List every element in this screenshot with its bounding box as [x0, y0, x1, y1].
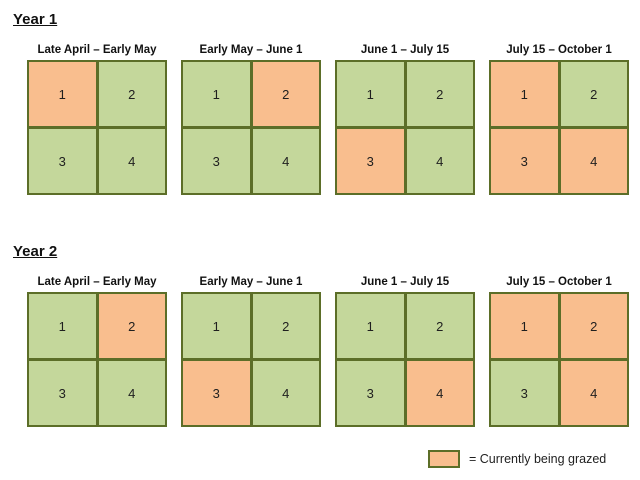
period-title: July 15 – October 1 — [506, 276, 612, 288]
paddock-cell: 2 — [406, 62, 473, 126]
year-1-section: Year 1 Late April – Early May 1 2 3 4 Ea… — [0, 10, 640, 195]
period-panel: July 15 – October 1 1 2 3 4 — [489, 275, 629, 427]
paddock-cell: 4 — [560, 361, 627, 425]
paddock-cell: 3 — [337, 361, 404, 425]
period-title: June 1 – July 15 — [360, 44, 450, 56]
paddock-cell: 2 — [98, 62, 165, 126]
paddock-cell: 4 — [406, 129, 473, 193]
period-title: July 15 – October 1 — [506, 44, 612, 56]
paddock-cell: 3 — [491, 129, 558, 193]
paddock-grid: 1 2 3 4 — [181, 292, 321, 427]
legend: = Currently being grazed — [428, 450, 606, 468]
paddock-cell: 4 — [406, 361, 473, 425]
period-panel: June 1 – July 15 1 2 3 4 — [335, 43, 475, 195]
period-panel: Late April – Early May 1 2 3 4 — [27, 43, 167, 195]
period-title: Late April – Early May — [37, 276, 157, 288]
paddock-cell: 1 — [491, 62, 558, 126]
year-1-heading: Year 1 — [13, 11, 58, 28]
paddock-cell: 2 — [406, 294, 473, 358]
paddock-cell: 3 — [491, 361, 558, 425]
year-2-section: Year 2 Late April – Early May 1 2 3 4 Ea… — [0, 242, 640, 427]
paddock-grid: 1 2 3 4 — [335, 60, 475, 195]
year-2-grids-row: Late April – Early May 1 2 3 4 Early May… — [27, 275, 640, 427]
paddock-grid: 1 2 3 4 — [489, 60, 629, 195]
period-title: Early May – June 1 — [199, 44, 303, 56]
paddock-cell: 3 — [337, 129, 404, 193]
paddock-cell: 1 — [29, 62, 96, 126]
paddock-cell: 3 — [183, 361, 250, 425]
legend-grazed-swatch — [428, 450, 460, 468]
period-panel: Early May – June 1 1 2 3 4 — [181, 43, 321, 195]
paddock-cell: 4 — [560, 129, 627, 193]
paddock-cell: 1 — [491, 294, 558, 358]
paddock-cell: 3 — [29, 129, 96, 193]
paddock-grid: 1 2 3 4 — [27, 292, 167, 427]
period-panel: Late April – Early May 1 2 3 4 — [27, 275, 167, 427]
paddock-grid: 1 2 3 4 — [489, 292, 629, 427]
paddock-cell: 3 — [29, 361, 96, 425]
paddock-cell: 4 — [98, 361, 165, 425]
paddock-grid: 1 2 3 4 — [181, 60, 321, 195]
paddock-cell: 2 — [252, 294, 319, 358]
paddock-cell: 1 — [183, 62, 250, 126]
paddock-cell: 2 — [98, 294, 165, 358]
period-title: Late April – Early May — [37, 44, 157, 56]
paddock-cell: 4 — [252, 361, 319, 425]
period-panel: Early May – June 1 1 2 3 4 — [181, 275, 321, 427]
legend-label: = Currently being grazed — [469, 452, 607, 466]
period-panel: June 1 – July 15 1 2 3 4 — [335, 275, 475, 427]
year-1-grids-row: Late April – Early May 1 2 3 4 Early May… — [27, 43, 640, 195]
paddock-cell: 1 — [183, 294, 250, 358]
paddock-cell: 2 — [560, 62, 627, 126]
paddock-cell: 4 — [98, 129, 165, 193]
paddock-cell: 2 — [252, 62, 319, 126]
paddock-cell: 4 — [252, 129, 319, 193]
paddock-cell: 1 — [29, 294, 96, 358]
paddock-cell: 3 — [183, 129, 250, 193]
paddock-grid: 1 2 3 4 — [335, 292, 475, 427]
paddock-grid: 1 2 3 4 — [27, 60, 167, 195]
paddock-cell: 1 — [337, 294, 404, 358]
paddock-cell: 2 — [560, 294, 627, 358]
period-panel: July 15 – October 1 1 2 3 4 — [489, 43, 629, 195]
period-title: Early May – June 1 — [199, 276, 303, 288]
period-title: June 1 – July 15 — [360, 276, 450, 288]
year-2-heading: Year 2 — [13, 243, 58, 260]
paddock-cell: 1 — [337, 62, 404, 126]
